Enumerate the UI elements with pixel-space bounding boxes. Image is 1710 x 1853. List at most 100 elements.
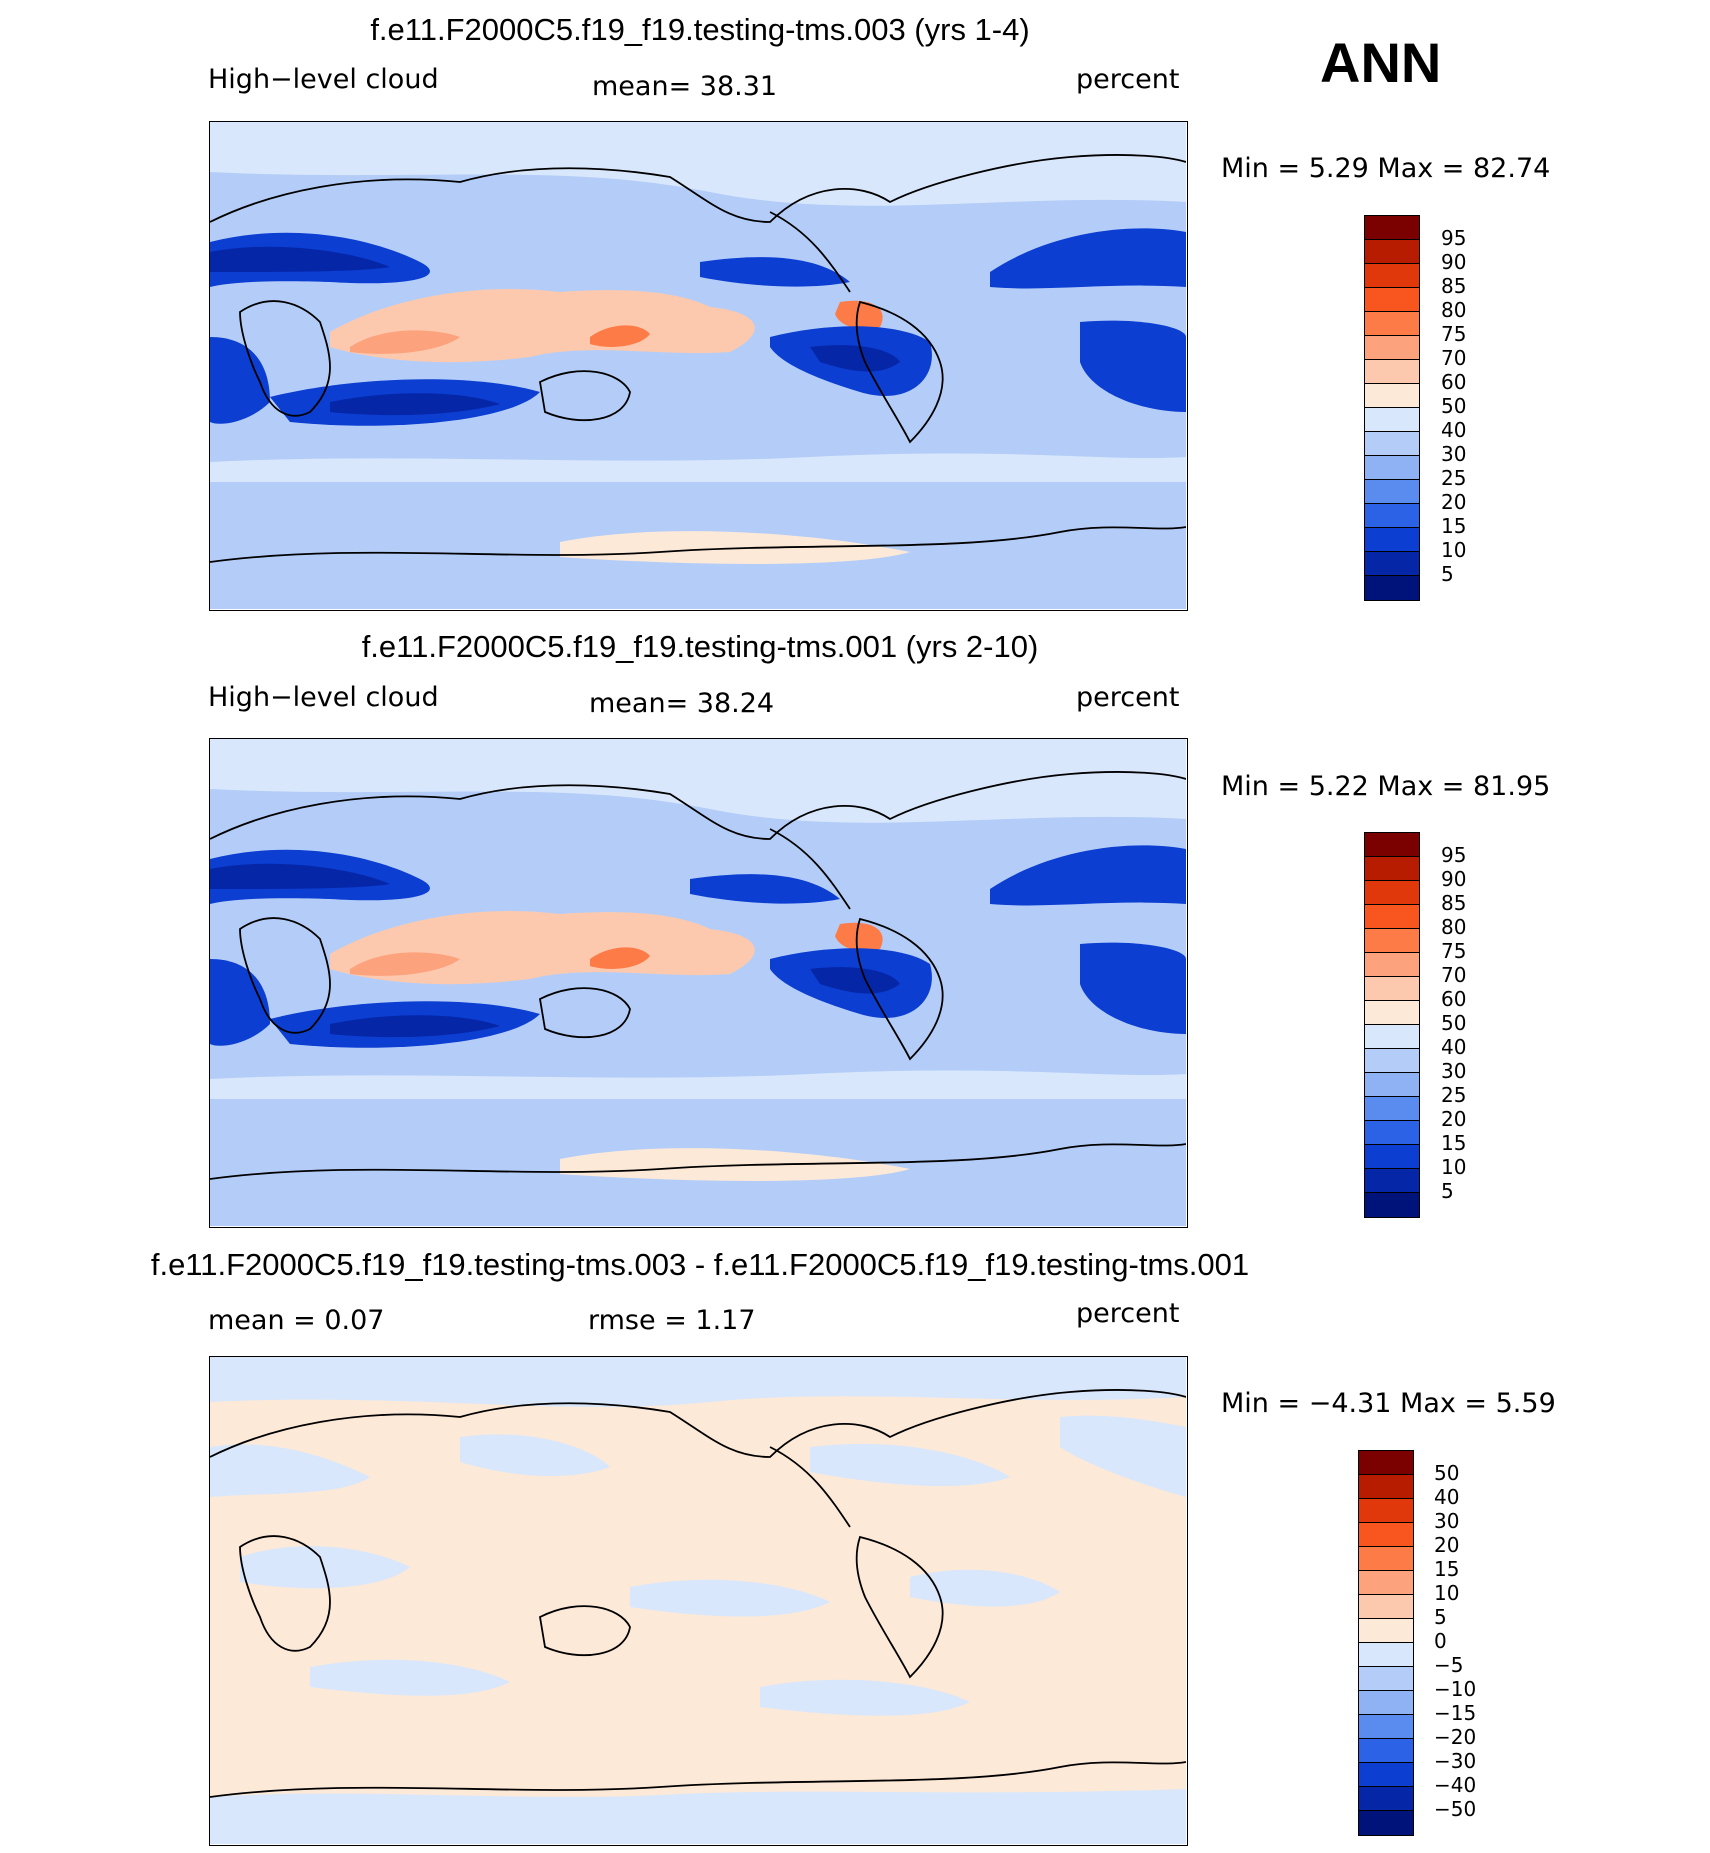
colorbar-label: 5	[1434, 1605, 1447, 1629]
colorbar-label: 10	[1441, 538, 1467, 562]
panel2-map	[209, 738, 1188, 1228]
colorbar-label: 15	[1434, 1557, 1460, 1581]
colorbar-box	[1365, 905, 1419, 929]
colorbar-label: 30	[1434, 1509, 1460, 1533]
panel3-mean: mean = 0.07	[208, 1305, 385, 1336]
colorbar-label: 25	[1441, 466, 1467, 490]
colorbar-label: 5	[1441, 562, 1454, 586]
colorbar-label: −5	[1434, 1653, 1464, 1677]
colorbar-label: −10	[1434, 1677, 1477, 1701]
colorbar-box	[1359, 1499, 1413, 1523]
panel2-colorbar	[1364, 832, 1420, 1218]
colorbar-box	[1365, 1169, 1419, 1193]
colorbar-box	[1365, 953, 1419, 977]
colorbar-box	[1365, 264, 1419, 288]
colorbar-label: 85	[1441, 274, 1467, 298]
colorbar-box	[1365, 833, 1419, 857]
colorbar-label: 10	[1441, 1155, 1467, 1179]
colorbar-label: 70	[1441, 963, 1467, 987]
panel3-rmse: rmse = 1.17	[588, 1305, 756, 1336]
colorbar-label: −20	[1434, 1725, 1477, 1749]
colorbar-box	[1365, 1097, 1419, 1121]
season-label: ANN	[1320, 31, 1442, 94]
colorbar-box	[1365, 456, 1419, 480]
colorbar-label: 15	[1441, 514, 1467, 538]
colorbar-box	[1365, 336, 1419, 360]
colorbar-box	[1365, 857, 1419, 881]
colorbar-box	[1359, 1475, 1413, 1499]
panel1-map	[209, 121, 1188, 611]
panel3-map-svg	[210, 1357, 1186, 1844]
colorbar-box	[1365, 360, 1419, 384]
colorbar-label: 40	[1441, 1035, 1467, 1059]
panel1-title: f.e11.F2000C5.f19_f19.testing-tms.003 (y…	[370, 12, 1030, 47]
colorbar-label: −40	[1434, 1773, 1477, 1797]
colorbar-box	[1365, 552, 1419, 576]
colorbar-box	[1359, 1715, 1413, 1739]
panel1-units: percent	[1076, 64, 1180, 95]
colorbar-box	[1365, 977, 1419, 1001]
colorbar-box	[1359, 1667, 1413, 1691]
colorbar-box	[1359, 1595, 1413, 1619]
panel3-minmax: Min = −4.31 Max = 5.59	[1221, 1388, 1556, 1419]
colorbar-box	[1365, 1121, 1419, 1145]
colorbar-box	[1365, 216, 1419, 240]
colorbar-label: 30	[1441, 1059, 1467, 1083]
colorbar-box	[1365, 240, 1419, 264]
colorbar-box	[1365, 881, 1419, 905]
panel2-units: percent	[1076, 682, 1180, 713]
panel2-title: f.e11.F2000C5.f19_f19.testing-tms.001 (y…	[361, 629, 1039, 664]
panel1-mean: mean= 38.31	[592, 71, 778, 102]
colorbar-box	[1359, 1739, 1413, 1763]
colorbar-label: 40	[1434, 1485, 1460, 1509]
colorbar-box	[1365, 576, 1419, 600]
colorbar-box	[1365, 432, 1419, 456]
colorbar-label: 20	[1441, 1107, 1467, 1131]
colorbar-label: 50	[1441, 394, 1467, 418]
panel1-variable-label: High−level cloud	[208, 64, 439, 95]
colorbar-label: 0	[1434, 1629, 1447, 1653]
colorbar-label: 80	[1441, 298, 1467, 322]
colorbar-label: 20	[1434, 1533, 1460, 1557]
colorbar-box	[1365, 1073, 1419, 1097]
colorbar-label: 10	[1434, 1581, 1460, 1605]
colorbar-box	[1365, 1025, 1419, 1049]
colorbar-label: 50	[1441, 1011, 1467, 1035]
colorbar-box	[1359, 1643, 1413, 1667]
panel3-units: percent	[1076, 1298, 1180, 1329]
colorbar-box	[1359, 1451, 1413, 1475]
panel1-minmax: Min = 5.29 Max = 82.74	[1221, 153, 1551, 184]
colorbar-label: 25	[1441, 1083, 1467, 1107]
colorbar-label: 50	[1434, 1461, 1460, 1485]
colorbar-label: 40	[1441, 418, 1467, 442]
colorbar-box	[1359, 1691, 1413, 1715]
colorbar-box	[1365, 528, 1419, 552]
panel2-variable-label: High−level cloud	[208, 682, 439, 713]
colorbar-box	[1365, 312, 1419, 336]
colorbar-label: 90	[1441, 250, 1467, 274]
panel2-mean: mean= 38.24	[589, 688, 775, 719]
colorbar-label: −15	[1434, 1701, 1477, 1725]
colorbar-box	[1365, 929, 1419, 953]
colorbar-label: 75	[1441, 322, 1467, 346]
colorbar-box	[1359, 1787, 1413, 1811]
panel3-colorbar	[1358, 1450, 1414, 1836]
colorbar-box	[1359, 1571, 1413, 1595]
colorbar-box	[1365, 1001, 1419, 1025]
colorbar-label: 30	[1441, 442, 1467, 466]
colorbar-box	[1359, 1763, 1413, 1787]
panel3-map	[209, 1356, 1188, 1846]
colorbar-label: 15	[1441, 1131, 1467, 1155]
colorbar-label: 70	[1441, 346, 1467, 370]
colorbar-label: 80	[1441, 915, 1467, 939]
colorbar-label: 85	[1441, 891, 1467, 915]
panel1-map-svg	[210, 122, 1186, 609]
colorbar-box	[1365, 504, 1419, 528]
colorbar-box	[1365, 1049, 1419, 1073]
colorbar-label: −50	[1434, 1797, 1477, 1821]
panel2-minmax: Min = 5.22 Max = 81.95	[1221, 771, 1551, 802]
colorbar-box	[1359, 1811, 1413, 1835]
colorbar-label: −30	[1434, 1749, 1477, 1773]
colorbar-label: 20	[1441, 490, 1467, 514]
colorbar-box	[1359, 1523, 1413, 1547]
